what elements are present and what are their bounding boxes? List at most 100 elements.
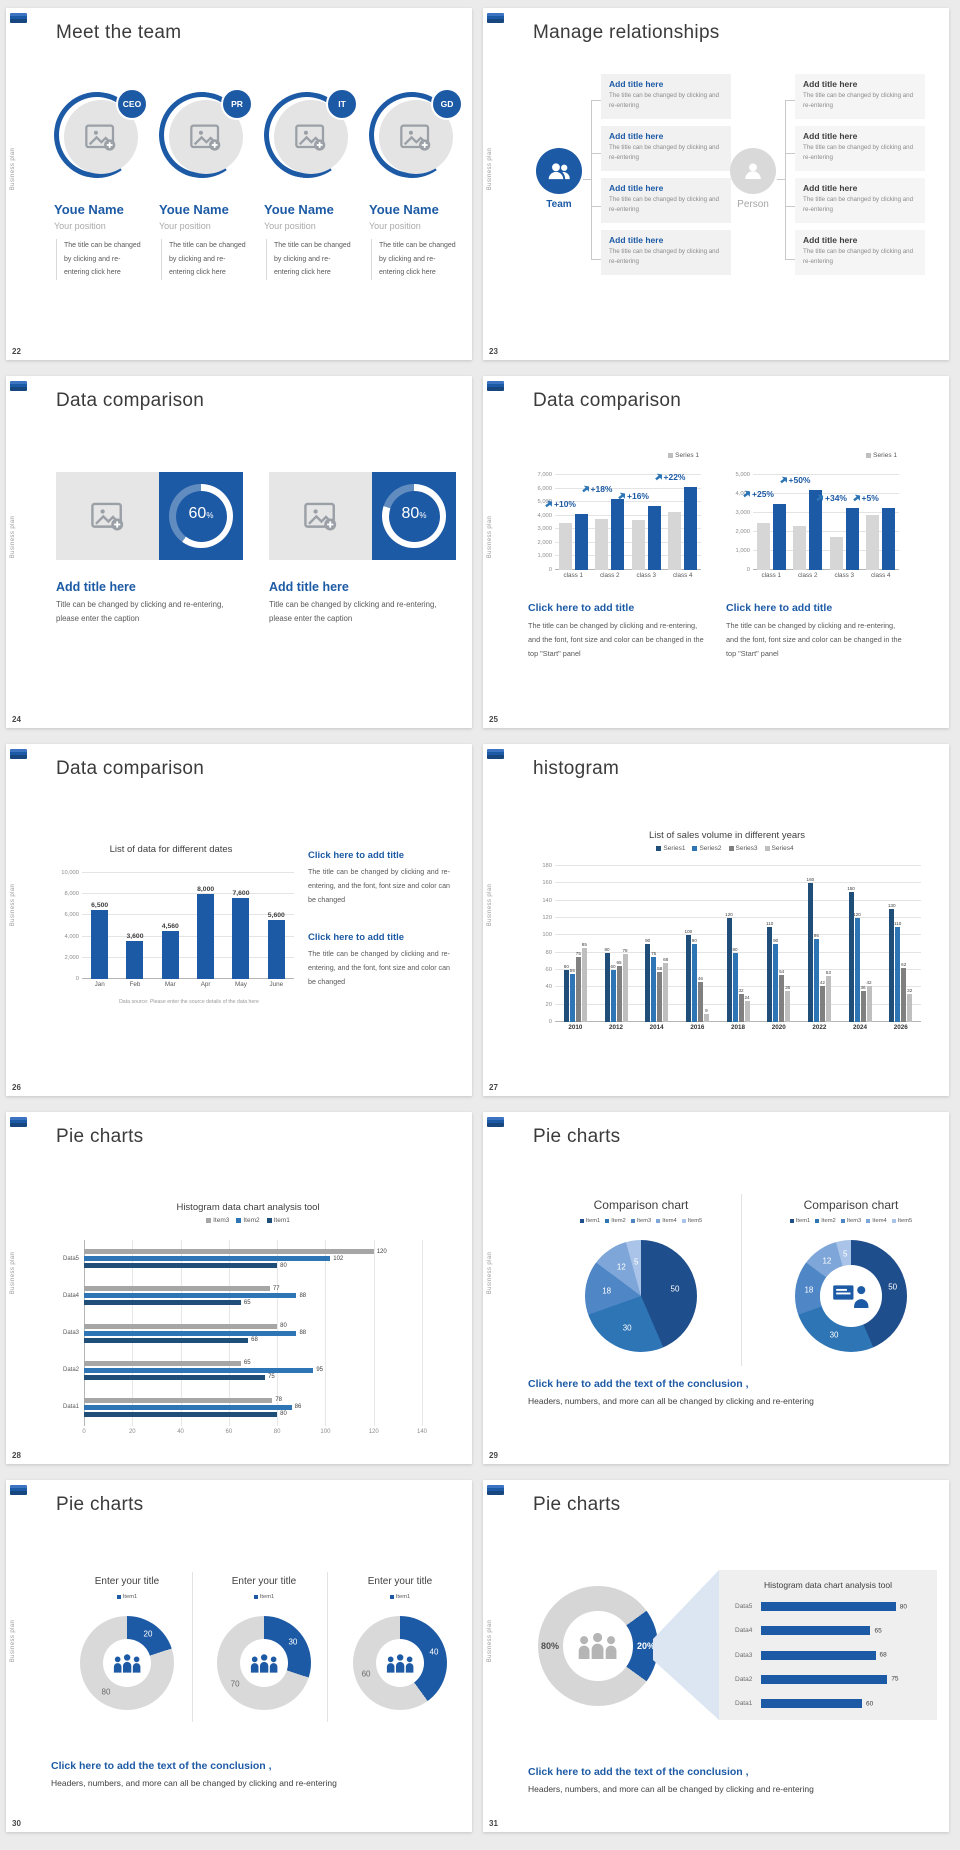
legend-label: Item3	[846, 1218, 862, 1224]
bar-value: 78	[622, 948, 628, 954]
slide-29[interactable]: Business plan 29 Pie charts Comparison c…	[483, 1112, 949, 1464]
bar: 62	[901, 962, 906, 1022]
bar-value: 24	[744, 995, 750, 1001]
bar	[772, 503, 786, 570]
legend-label: Series1	[663, 845, 686, 852]
team-node: Team	[535, 148, 583, 210]
gridline	[555, 865, 921, 866]
grouped-bar-chart: Series 1 0 1,000 2,000 3,000 4,000 5,000 6,000 7…	[528, 452, 703, 584]
bar-value: 80	[899, 1603, 907, 1610]
slide-26[interactable]: Business plan 26 Data comparison List of…	[6, 744, 472, 1096]
info-box-desc: The title can be changed by clicking and…	[803, 144, 914, 161]
bar	[845, 508, 859, 570]
avatar: IT	[257, 85, 358, 185]
bar	[756, 522, 770, 570]
gridline	[555, 555, 701, 557]
block-desc: The title can be changed by clicking and…	[308, 950, 450, 986]
bar-track: 68	[761, 1650, 921, 1660]
bar-group: +16%	[628, 475, 665, 570]
people3-icon	[385, 1648, 415, 1678]
legend-item: Item1	[253, 1594, 274, 1600]
bar: 80	[84, 1263, 287, 1269]
info-box[interactable]: Add title here The title can be changed …	[795, 126, 925, 171]
plot-area: 0 2,000 4,000 6,000 8,000 10,000 6,500 3,600 4,5…	[61, 870, 294, 982]
slide-27[interactable]: Business plan 27 histogram List of sales…	[483, 744, 949, 1096]
growth-label: +18%	[582, 484, 612, 494]
page-number: 26	[12, 1083, 21, 1092]
growth-value: +16%	[627, 490, 649, 501]
info-box[interactable]: Add title here The title can be changed …	[601, 178, 731, 223]
ring-value: 60	[188, 505, 207, 522]
slide-25[interactable]: Business plan 25 Data comparison Series …	[483, 376, 949, 728]
bar-value: 85	[581, 942, 587, 948]
page-number: 27	[489, 1083, 498, 1092]
legend-label: Item4	[662, 1218, 677, 1224]
bar-value: 86	[294, 1404, 302, 1411]
category-label: Data4	[62, 1292, 79, 1299]
ring-center: 80%	[388, 490, 440, 542]
bar: 5,600	[268, 912, 285, 979]
bar-group: 90 75 58 68	[636, 866, 677, 1022]
bar-value: 42	[866, 979, 872, 985]
donut-chart: Enter your title Item1 20 80	[61, 1576, 193, 1726]
info-box-desc: The title can be changed by clicking and…	[803, 248, 914, 265]
legend-swatch	[866, 453, 872, 458]
category-label: Data1	[735, 1700, 753, 1707]
x-labels: class 1 class 2 class 3 class 4	[753, 572, 899, 582]
image-placeholder-panel	[269, 472, 372, 560]
bar-track: 75	[761, 1674, 921, 1684]
bar: 68	[84, 1337, 258, 1343]
brand-logo-icon	[10, 13, 27, 23]
y-tick: 3,000	[735, 510, 750, 516]
chart-title: Enter your title	[94, 1576, 160, 1587]
bar-value: 110	[894, 920, 902, 926]
slide-23[interactable]: Business plan 23 Manage relationships Te…	[483, 8, 949, 360]
bar-value: 5,600	[267, 911, 285, 919]
gridline	[555, 501, 701, 503]
image-placeholder-panel	[56, 472, 159, 560]
info-box[interactable]: Add title here The title can be changed …	[795, 230, 925, 275]
bar-value: 75	[575, 951, 581, 956]
bar-value: 4,560	[161, 922, 179, 930]
bar-value: 120	[853, 912, 861, 917]
gridline	[82, 956, 294, 958]
slide-28[interactable]: Business plan 28 Pie charts Histogram da…	[6, 1112, 472, 1464]
info-box[interactable]: Add title here The title can be changed …	[795, 74, 925, 119]
sl3ide-30[interactable]: Business plan 30 Pie charts Enter your t…	[6, 1480, 472, 1832]
x-label: 2016	[690, 1024, 705, 1031]
bar: 75	[576, 951, 581, 1022]
legend-swatch	[630, 1219, 635, 1223]
slide-31[interactable]: Business plan 31 Pie charts 20% 80% Histo…	[483, 1480, 949, 1832]
legend-swatch	[389, 1595, 394, 1599]
bar: 110	[894, 921, 901, 1022]
info-box[interactable]: Add title here The title can be changed …	[601, 74, 731, 119]
donut-hole	[102, 1638, 152, 1688]
category-label: Data5	[62, 1255, 79, 1262]
bar-group: 100 90 46 9	[677, 866, 718, 1022]
bar-value: 88	[299, 1292, 307, 1299]
conclusion-title: Click here to add the text of the conclu…	[528, 1766, 749, 1778]
bar: 130	[888, 903, 896, 1022]
legend-label: Item5	[687, 1218, 703, 1224]
info-box[interactable]: Add title here The title can be changed …	[601, 126, 731, 171]
bar: 58	[657, 966, 662, 1022]
slide-22[interactable]: Business plan 22 Meet the team CEO Youe …	[6, 8, 472, 360]
legend-label: Series 1	[873, 452, 897, 459]
gridline	[555, 899, 921, 901]
x-label: May	[235, 981, 247, 988]
slide-24[interactable]: Business plan 24 Data comparison 60% Add…	[6, 376, 472, 728]
info-box-title: Add title here	[803, 235, 858, 245]
chart-legend: Item1 Item2 Item3 Item4 Item5	[771, 1218, 931, 1224]
bar-value: 150	[847, 886, 855, 891]
chart-legend: Item1	[334, 1594, 466, 1600]
bar	[882, 508, 896, 570]
gridline	[373, 1240, 375, 1426]
info-box[interactable]: Add title here The title can be changed …	[601, 230, 731, 275]
horizontal-grouped-bar-chart: Histogram data chart analysis tool Item3 I…	[48, 1202, 448, 1440]
bar-group: 5,600	[259, 873, 294, 979]
page-number: 25	[489, 715, 498, 724]
bar-chart: List of data for different dates 0 2,000 4,…	[46, 844, 296, 1009]
image-placeholder-icon	[398, 121, 434, 153]
category-label: Data2	[62, 1367, 79, 1374]
info-box[interactable]: Add title here The title can be changed …	[795, 178, 925, 223]
